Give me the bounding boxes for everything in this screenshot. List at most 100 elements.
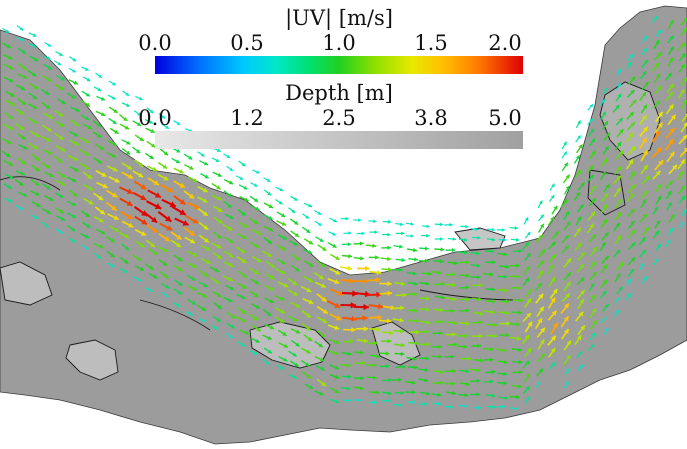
velocity-arrow-head xyxy=(387,245,391,250)
velocity-arrow-head xyxy=(85,67,89,71)
velocity-arrow-head xyxy=(451,248,456,253)
velocity-arrow-head xyxy=(164,293,169,298)
velocity-arrow-head xyxy=(389,330,394,336)
velocity-arrow-head xyxy=(216,244,222,249)
velocity-arrow-head xyxy=(437,344,442,349)
velocity-arrow-head xyxy=(348,231,352,235)
velocity-arrow-head xyxy=(654,258,659,262)
velocity-arrow-head xyxy=(348,398,352,403)
velocity-arrow-head xyxy=(478,405,482,410)
velocity-arrow-head xyxy=(6,44,11,49)
velocity-arrow-head xyxy=(21,100,26,105)
velocity-arrow-head xyxy=(602,99,606,103)
velocity-arrow-head xyxy=(526,313,531,318)
velocity-arrow-head xyxy=(295,303,301,308)
velocity-arrow-head xyxy=(182,220,189,226)
velocity-arrow-head xyxy=(363,338,369,344)
velocity-arrow-head xyxy=(229,238,234,243)
velocity-arrow-head xyxy=(5,29,10,33)
velocity-arrow-head xyxy=(387,391,392,396)
velocity-arrow-head xyxy=(21,160,27,165)
velocity-arrow-head xyxy=(489,357,494,362)
velocity-arrow-head xyxy=(267,335,272,340)
velocity-arrow-head xyxy=(8,55,13,60)
velocity-arrow-head xyxy=(322,246,327,251)
velocity-arrow-head xyxy=(20,171,25,176)
velocity-arrow-head xyxy=(656,85,661,91)
velocity-arrow-head xyxy=(479,311,484,316)
velocity-arrow-head xyxy=(680,221,684,226)
velocity-arrow-head xyxy=(203,225,209,230)
velocity-arrow-head xyxy=(605,184,610,189)
velocity-arrow-head xyxy=(410,234,414,238)
velocity-arrow-head xyxy=(191,276,196,281)
velocity-arrow-head xyxy=(351,327,356,333)
velocity-arrow-head xyxy=(126,103,130,107)
velocity-arrow-head xyxy=(203,237,209,243)
velocity-arrow-head xyxy=(602,171,606,176)
velocity-arrow-head xyxy=(617,142,622,147)
velocity-arrow-head xyxy=(71,214,76,218)
velocity-arrow-head xyxy=(526,298,532,303)
velocity-arrow-head xyxy=(516,336,522,341)
velocity-arrow-head xyxy=(332,232,336,236)
velocity-arrow-head xyxy=(164,274,169,279)
velocity-arrow-head xyxy=(8,161,13,166)
velocity-arrow-head xyxy=(410,222,414,226)
velocity-arrow-head xyxy=(477,274,481,280)
velocity-arrow-head xyxy=(399,305,405,311)
velocity-arrow-head xyxy=(217,196,222,201)
velocity-arrow-head xyxy=(19,27,24,31)
velocity-arrow-head xyxy=(425,281,430,286)
velocity-arrow-head xyxy=(439,307,444,313)
velocity-arrow-head xyxy=(681,64,685,69)
velocity-arrow-head xyxy=(539,306,544,312)
velocity-arrow-head xyxy=(580,182,585,187)
velocity-arrow-head xyxy=(45,104,50,109)
velocity-arrow-head xyxy=(242,235,247,239)
velocity-arrow-head xyxy=(100,112,106,117)
velocity-arrow-head xyxy=(216,318,221,322)
velocity-arrow-head xyxy=(87,125,92,130)
velocity-arrow-head xyxy=(320,366,325,371)
velocity-arrow-head xyxy=(337,290,343,296)
velocity-arrow-head xyxy=(503,381,508,386)
velocity-arrow-head xyxy=(241,162,246,167)
velocity-arrow-head xyxy=(615,104,620,109)
velocity-arrow-head xyxy=(440,247,445,252)
velocity-arrow-head xyxy=(576,335,582,341)
velocity-arrow-head xyxy=(642,126,648,132)
velocity-arrow-head xyxy=(257,258,262,263)
velocity-arrow-head xyxy=(451,308,455,314)
velocity-arrow-head xyxy=(149,109,154,113)
velocity-arrow-head xyxy=(321,381,327,387)
velocity-arrow-head xyxy=(400,351,405,357)
velocity-arrow-head xyxy=(551,254,556,259)
velocity-arrow-head xyxy=(541,249,546,254)
velocity-arrow-head xyxy=(641,137,647,143)
velocity-arrow-head xyxy=(644,59,648,64)
velocity-arrow-head xyxy=(502,348,507,353)
velocity-arrow-head xyxy=(85,102,91,107)
velocity-arrow-head xyxy=(580,325,585,331)
velocity-arrow-head xyxy=(360,376,364,381)
velocity-arrow-head xyxy=(319,238,324,242)
velocity-arrow-head xyxy=(566,258,571,264)
velocity-arrow-head xyxy=(670,114,676,120)
velocity-arrow-head xyxy=(214,279,220,284)
velocity-arrow-head xyxy=(525,360,530,365)
velocity-arrow-head xyxy=(242,273,247,278)
velocity-arrow-head xyxy=(241,342,245,347)
velocity-arrow-head xyxy=(44,224,49,228)
velocity-arrow-head xyxy=(279,318,285,323)
velocity-arrow-head xyxy=(74,121,79,126)
velocity-arrow-head xyxy=(540,339,545,345)
velocity-arrow-head xyxy=(254,292,259,297)
velocity-arrow-head xyxy=(268,216,273,220)
velocity-arrow-head xyxy=(387,232,391,237)
velocity-arrow-head xyxy=(604,304,609,309)
velocity-arrow-head xyxy=(84,234,90,239)
velocity-arrow-head xyxy=(291,209,296,213)
velocity-arrow-head xyxy=(452,296,457,302)
velocity-arrow-head xyxy=(643,48,647,52)
